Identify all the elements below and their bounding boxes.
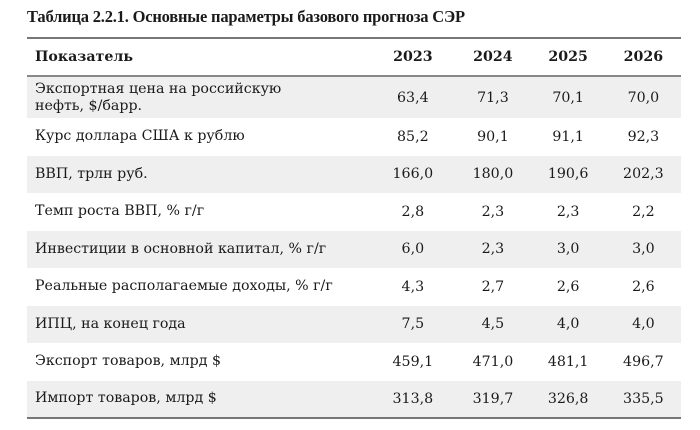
cell-value-2025: 2,3 bbox=[556, 203, 580, 220]
cell-value-2024: 180,0 bbox=[472, 166, 514, 183]
row-indicator-name: Импорт товаров, млрд $ bbox=[35, 390, 217, 407]
row-indicator-name: Инвестиции в основной капитал, % г/г bbox=[35, 240, 327, 257]
table-title: Таблица 2.2.1. Основные параметры базово… bbox=[27, 7, 465, 26]
cell-value-2023: 6,0 bbox=[401, 241, 425, 258]
row-indicator-name: Реальные располагаемые доходы, % г/г bbox=[35, 278, 333, 295]
cell-value-2024: 4,5 bbox=[481, 316, 505, 333]
cell-value-2026: 2,2 bbox=[632, 203, 655, 220]
cell-value-2025: 3,0 bbox=[556, 241, 580, 258]
table-header-row: Показатель 2023 2024 2025 2026 bbox=[27, 38, 681, 76]
cell-value-2024: 319,7 bbox=[472, 390, 514, 407]
cell-value-2024: 2,7 bbox=[481, 278, 505, 295]
cell-value-2024: 71,3 bbox=[477, 89, 509, 106]
cell-value-2026: 496,7 bbox=[623, 353, 664, 370]
table-row: Темп роста ВВП, % г/г 2,8 2,3 2,3 2,2 bbox=[27, 193, 681, 231]
cell-value-2026: 335,5 bbox=[623, 390, 664, 407]
row-indicator-name: ВВП, трлн руб. bbox=[35, 165, 148, 182]
cell-value-2025: 4,0 bbox=[556, 316, 580, 333]
table-row: Инвестиции в основной капитал, % г/г 6,0 2… bbox=[27, 230, 681, 268]
cell-value-2023: 63,4 bbox=[397, 89, 429, 106]
row-indicator-name: Курс доллара США к рублю bbox=[35, 128, 245, 145]
cell-value-2025: 91,1 bbox=[552, 128, 584, 145]
cell-value-2024: 2,3 bbox=[481, 241, 505, 258]
column-header-2024: 2024 bbox=[473, 49, 513, 65]
table-row: Экспортная цена на российскую нефть, $/б… bbox=[27, 76, 681, 118]
cell-value-2023: 7,5 bbox=[401, 316, 425, 333]
cell-value-2025: 70,1 bbox=[552, 89, 584, 106]
column-header-2025: 2025 bbox=[548, 49, 588, 65]
cell-value-2025: 326,8 bbox=[547, 390, 589, 407]
cell-value-2023: 2,8 bbox=[401, 203, 425, 220]
table-row: ВВП, трлн руб. 166,0 180,0 190,6 202,3 bbox=[27, 155, 681, 193]
forecast-table: Показатель 2023 2024 2025 2026 Экспортна… bbox=[27, 37, 681, 419]
row-indicator-name: Темп роста ВВП, % г/г bbox=[35, 203, 205, 220]
cell-value-2026: 4,0 bbox=[632, 316, 655, 333]
row-indicator-name: ИПЦ, на конец года bbox=[35, 315, 186, 332]
table-row: Курс доллара США к рублю 85,2 90,1 91,1 92,3 bbox=[27, 118, 681, 156]
cell-value-2023: 4,3 bbox=[401, 278, 425, 295]
cell-value-2024: 2,3 bbox=[481, 203, 505, 220]
cell-value-2026: 92,3 bbox=[627, 128, 660, 145]
cell-value-2023: 313,8 bbox=[392, 390, 434, 407]
cell-value-2026: 202,3 bbox=[623, 166, 664, 183]
row-indicator-name: Экспортная цена на российскую нефть, $/б… bbox=[35, 80, 282, 114]
cell-value-2026: 3,0 bbox=[632, 241, 655, 258]
column-header-2026: 2026 bbox=[623, 49, 664, 65]
row-indicator-name: Экспорт товаров, млрд $ bbox=[35, 353, 221, 370]
column-header-2023: 2023 bbox=[393, 49, 433, 65]
table-row: Импорт товаров, млрд $ 313,8 319,7 326,8 335… bbox=[27, 380, 681, 418]
table-row: Экспорт товаров, млрд $ 459,1 471,0 481,1 49… bbox=[27, 343, 681, 381]
cell-value-2024: 90,1 bbox=[477, 128, 509, 145]
cell-value-2026: 70,0 bbox=[627, 89, 660, 106]
cell-value-2023: 459,1 bbox=[392, 353, 434, 370]
table-row: ИПЦ, на конец года 7,5 4,5 4,0 4,0 bbox=[27, 305, 681, 343]
cell-value-2025: 190,6 bbox=[547, 166, 589, 183]
cell-value-2024: 471,0 bbox=[472, 353, 514, 370]
cell-value-2025: 481,1 bbox=[547, 353, 589, 370]
cell-value-2025: 2,6 bbox=[556, 278, 580, 295]
column-header-indicator: Показатель bbox=[35, 49, 133, 65]
cell-value-2026: 2,6 bbox=[632, 278, 655, 295]
table-row: Реальные располагаемые доходы, % г/г 4,3 2… bbox=[27, 268, 681, 306]
cell-value-2023: 166,0 bbox=[392, 166, 434, 183]
cell-value-2023: 85,2 bbox=[397, 128, 429, 145]
